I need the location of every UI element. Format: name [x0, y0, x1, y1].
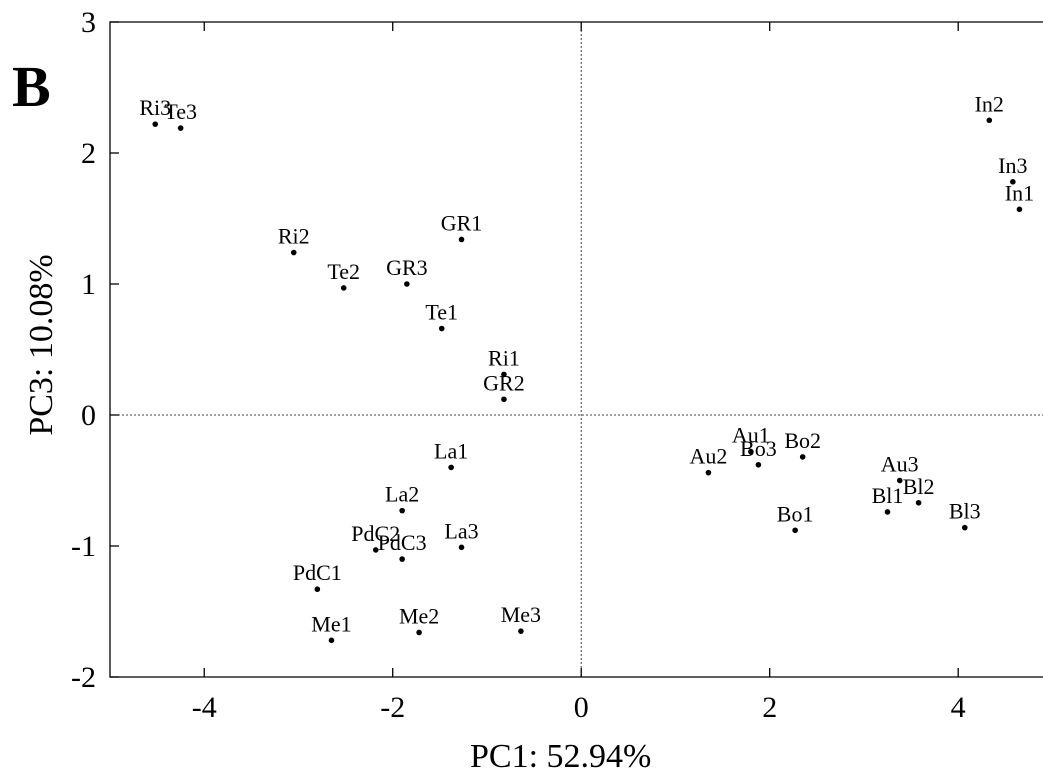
point-Me3: [518, 628, 524, 634]
point-Bo1: [792, 527, 798, 534]
point-La2: [399, 507, 405, 514]
x-tick-label: 0: [574, 691, 589, 724]
y-tick-label: 0: [81, 399, 96, 432]
point-label-GR1: GR1: [441, 210, 483, 235]
point-label-Au2: Au2: [689, 444, 727, 469]
point-label-La2: La2: [385, 482, 419, 507]
x-tick-label: 2: [762, 691, 777, 724]
point-Te2: [340, 285, 347, 291]
y-tick-label: 2: [81, 137, 96, 170]
point-La1: [448, 464, 454, 471]
point-Ri2: [290, 249, 297, 256]
point-Te3: [177, 125, 184, 131]
x-tick-label: -4: [192, 691, 217, 724]
point-label-Te1: Te1: [425, 300, 458, 325]
point-label-Te3: Te3: [164, 99, 197, 124]
point-label-Bo3: Bo3: [740, 436, 777, 461]
x-tick-label: 4: [951, 691, 966, 724]
point-label-PdC3: PdC3: [378, 530, 427, 555]
point-Au1: [748, 448, 754, 455]
point-Bl2: [915, 499, 922, 506]
panel-label: B: [12, 54, 51, 119]
point-GR1: [458, 236, 465, 243]
point-label-Bl1: Bl1: [872, 483, 904, 508]
point-GR2: [501, 396, 507, 403]
point-label-Te2: Te2: [327, 259, 360, 284]
point-label-GR3: GR3: [386, 255, 428, 280]
point-Bo2: [799, 454, 806, 460]
point-label-Me1: Me1: [311, 611, 351, 636]
point-label-PdC2: PdC2: [351, 521, 400, 546]
x-tick-label: -2: [380, 691, 405, 724]
point-La3: [458, 544, 465, 551]
point-Ri3: [152, 121, 159, 127]
point-label-Au3: Au3: [881, 452, 919, 477]
point-Ri1: [501, 371, 507, 378]
point-label-Bo2: Bo2: [784, 428, 821, 453]
point-Me2: [416, 629, 422, 636]
point-label-In1: In1: [1005, 180, 1034, 205]
point-label-In3: In3: [998, 153, 1027, 178]
point-label-In2: In2: [975, 91, 1004, 116]
point-In1: [1016, 206, 1023, 213]
point-label-Me3: Me3: [501, 602, 541, 627]
point-Me1: [328, 637, 335, 644]
point-PdC1: [314, 586, 321, 593]
x-axis-label: PC1: 52.94%: [470, 738, 652, 775]
point-PdC2: [372, 547, 379, 553]
point-label-Bo1: Bo1: [777, 501, 814, 526]
point-PdC3: [399, 556, 405, 562]
point-label-PdC1: PdC1: [293, 560, 342, 585]
plot-frame: [109, 21, 1043, 678]
y-axis-label: PC3: 10.08%: [23, 254, 60, 436]
y-tick-label: -1: [71, 530, 96, 563]
point-Bl1: [884, 509, 891, 515]
point-label-Au1: Au1: [732, 423, 770, 448]
point-label-Bl3: Bl3: [949, 499, 981, 524]
point-In2: [986, 117, 993, 124]
point-label-Bl2: Bl2: [903, 474, 935, 499]
point-GR3: [404, 281, 410, 287]
point-label-Me2: Me2: [399, 603, 439, 628]
point-Au3: [896, 477, 903, 484]
y-tick-label: 1: [81, 268, 96, 301]
point-label-La1: La1: [434, 438, 468, 463]
point-label-Ri3: Ri3: [139, 95, 171, 120]
y-tick-label: -2: [71, 661, 96, 694]
point-label-GR2: GR2: [483, 370, 525, 395]
point-label-Ri2: Ri2: [278, 224, 310, 249]
point-Bl3: [961, 524, 968, 531]
point-label-Ri1: Ri1: [488, 345, 520, 370]
y-tick-label: 3: [81, 6, 96, 39]
point-In3: [1010, 179, 1016, 185]
point-Bo3: [755, 461, 762, 468]
point-label-La3: La3: [444, 518, 478, 543]
point-Au2: [705, 469, 712, 476]
point-Te1: [438, 325, 445, 332]
